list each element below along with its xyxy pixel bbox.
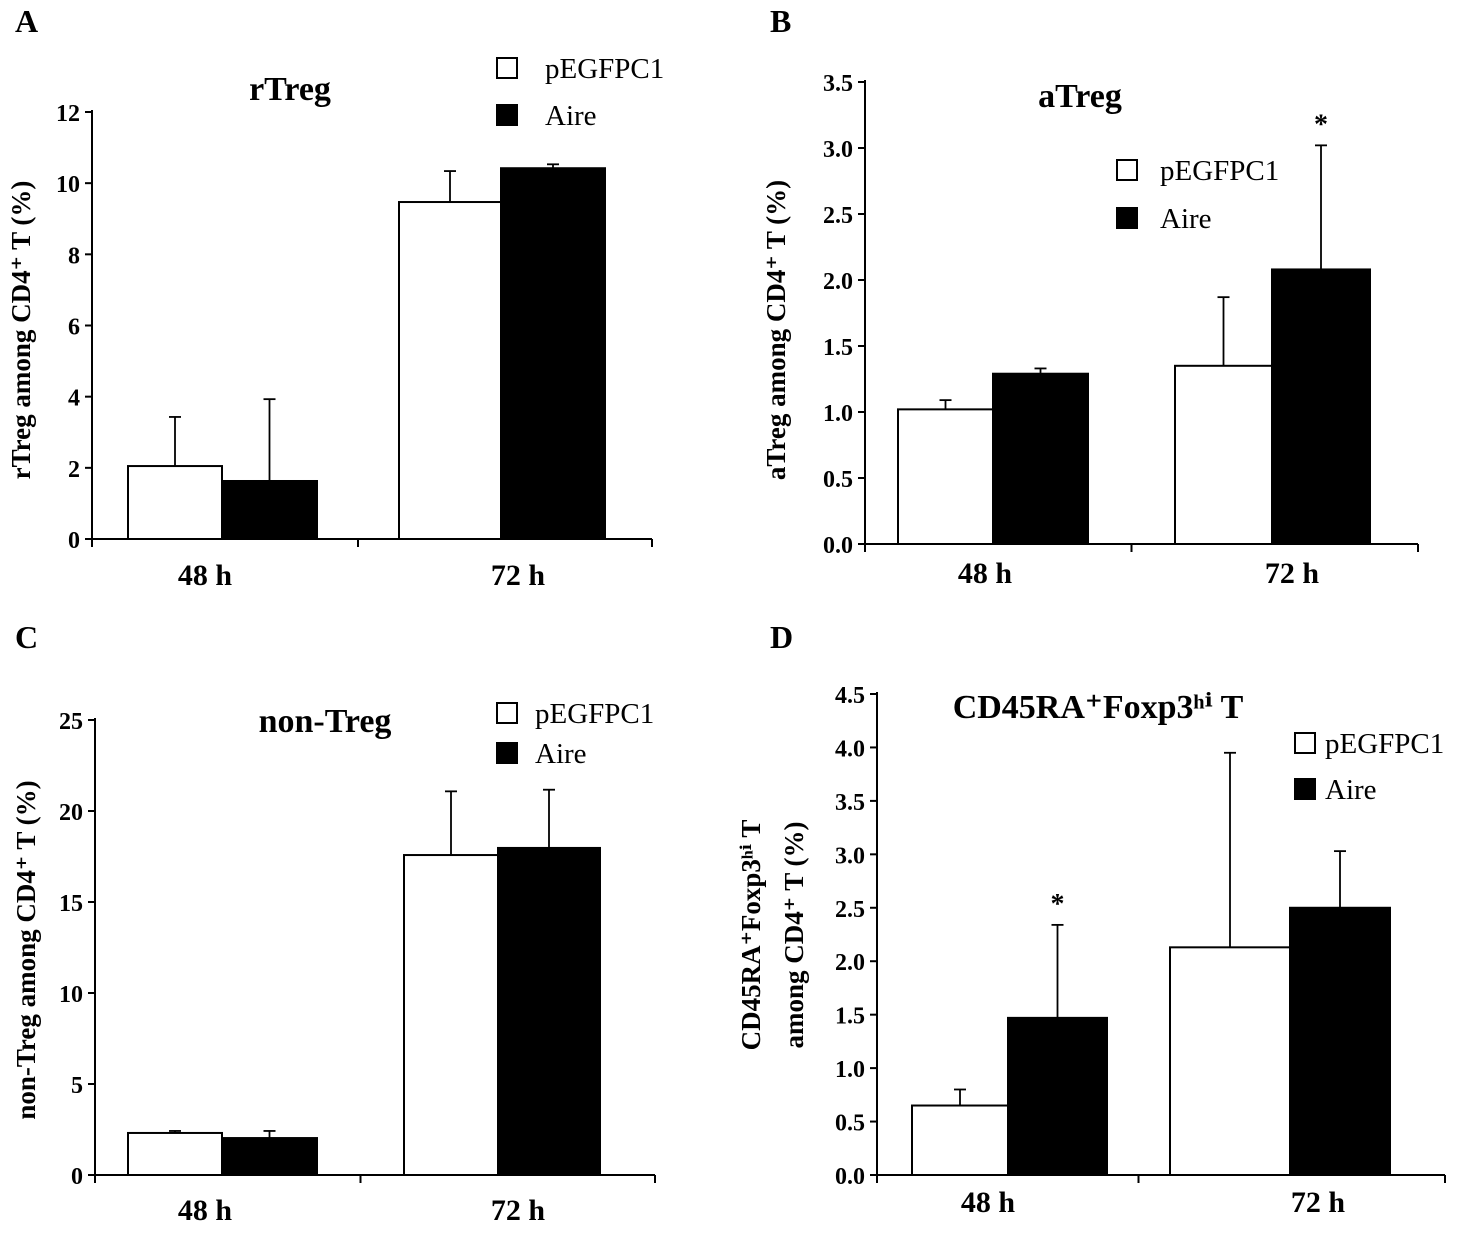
legend-swatch-aire bbox=[496, 742, 518, 764]
panel-letter: A bbox=[15, 3, 38, 39]
y-axis-label: CD45RA⁺Foxp3ʰⁱ T bbox=[736, 820, 766, 1051]
y-tick-label: 2 bbox=[68, 457, 80, 483]
x-tick-label: 72 h bbox=[1265, 557, 1320, 590]
legend-label: pEGFPC1 bbox=[545, 53, 664, 85]
bar-pegfpc1-72h bbox=[398, 201, 502, 540]
y-tick-label: 1.5 bbox=[835, 1004, 865, 1030]
y-tick-label: 0 bbox=[71, 1164, 83, 1190]
chart-title: rTreg bbox=[249, 71, 331, 108]
bar-pegfpc1-72h bbox=[1174, 364, 1273, 545]
y-axis-label-line2: among CD4⁺ T (%) bbox=[779, 821, 809, 1048]
chart-title: CD45RA⁺Foxp3ʰⁱ T bbox=[953, 689, 1244, 726]
y-tick-label: 0 bbox=[68, 528, 80, 554]
bar-pegfpc1-48h bbox=[911, 1104, 1009, 1176]
y-tick-label: 12 bbox=[56, 101, 80, 127]
bar-aire-72h bbox=[500, 167, 606, 540]
panel-c: C 0 5 10 15 20 25 non-Treg among CD4⁺ T (%) non-… bbox=[11, 619, 656, 1227]
bar-aire-72h bbox=[497, 846, 601, 1176]
y-tick-label: 0.0 bbox=[835, 1164, 865, 1190]
chart-title: non-Treg bbox=[259, 703, 392, 740]
legend-swatch-pegfpc1 bbox=[496, 702, 518, 724]
bar-aire-48h bbox=[1007, 1016, 1108, 1177]
y-tick-label: 2.0 bbox=[835, 950, 865, 976]
y-tick-label: 0.5 bbox=[823, 467, 853, 493]
x-tick-label: 48 h bbox=[961, 1186, 1016, 1219]
panel-letter: B bbox=[770, 3, 791, 39]
x-tick-label: 48 h bbox=[178, 559, 233, 592]
y-tick-label: 3.5 bbox=[835, 790, 865, 816]
legend-swatch-pegfpc1 bbox=[496, 57, 518, 79]
panel-b: B 0.0 0.5 1.0 1.5 2.0 2.5 3.0 3.5 aTreg among CD4… bbox=[761, 3, 1419, 590]
y-axis-label: aTreg among CD4⁺ T (%) bbox=[761, 180, 791, 480]
legend-swatch-pegfpc1 bbox=[1116, 159, 1138, 181]
x-tick-label: 48 h bbox=[958, 557, 1013, 590]
bar-pegfpc1-48h bbox=[127, 1131, 223, 1177]
panel-d: D 0.0 0.5 1.0 1.5 2.0 2.5 3.0 3.5 4.0 4.5 CD45RA⁺Fo… bbox=[736, 619, 1446, 1219]
y-axis-label: rTreg among CD4⁺ T (%) bbox=[6, 181, 36, 480]
legend-swatch-pegfpc1 bbox=[1294, 732, 1316, 754]
panel-a: A 0 2 4 6 8 10 12 rTreg among CD4⁺ T (%) rTreg 48 … bbox=[6, 3, 664, 592]
y-tick-label: 3.0 bbox=[835, 843, 865, 869]
legend-label: pEGFPC1 bbox=[535, 698, 654, 730]
bar-pegfpc1-48h bbox=[897, 408, 994, 545]
y-tick-label: 10 bbox=[59, 982, 83, 1008]
significance-marker: * bbox=[1051, 889, 1065, 920]
bar-aire-48h bbox=[992, 372, 1089, 545]
legend-swatch-aire bbox=[496, 104, 518, 126]
y-tick-label: 2.0 bbox=[823, 269, 853, 295]
y-tick-label: 15 bbox=[59, 891, 83, 917]
y-tick-label: 0.0 bbox=[823, 533, 853, 559]
legend-label: pEGFPC1 bbox=[1325, 728, 1444, 760]
y-tick-label: 10 bbox=[56, 172, 80, 198]
bar-aire-72h bbox=[1271, 268, 1371, 545]
y-tick-label: 25 bbox=[59, 709, 83, 735]
legend-label: Aire bbox=[1325, 774, 1377, 806]
significance-marker: * bbox=[1314, 109, 1328, 140]
y-axis-label: non-Treg among CD4⁺ T (%) bbox=[11, 780, 41, 1119]
y-tick-label: 3.5 bbox=[823, 71, 853, 97]
y-tick-label: 8 bbox=[68, 243, 80, 269]
y-tick-label: 2.5 bbox=[823, 203, 853, 229]
bar-aire-48h bbox=[221, 479, 318, 541]
bar-pegfpc1-72h bbox=[1169, 946, 1291, 1176]
legend-label: Aire bbox=[545, 100, 597, 132]
y-tick-label: 2.5 bbox=[835, 897, 865, 923]
legend-swatch-aire bbox=[1116, 207, 1138, 229]
bar-aire-72h bbox=[1289, 906, 1391, 1176]
legend-label: Aire bbox=[535, 738, 587, 770]
chart-title: aTreg bbox=[1038, 78, 1122, 115]
y-tick-label: 3.0 bbox=[823, 137, 853, 163]
y-tick-label: 1.5 bbox=[823, 335, 853, 361]
legend-label: pEGFPC1 bbox=[1160, 155, 1279, 187]
y-tick-label: 1.0 bbox=[835, 1057, 865, 1083]
y-tick-label: 4.5 bbox=[835, 683, 865, 709]
legend-swatch-aire bbox=[1294, 778, 1316, 800]
panel-letter: C bbox=[15, 619, 38, 655]
x-tick-label: 72 h bbox=[1291, 1186, 1346, 1219]
x-tick-label: 48 h bbox=[178, 1194, 233, 1227]
bar-pegfpc1-48h bbox=[127, 465, 223, 540]
y-tick-label: 4.0 bbox=[835, 736, 865, 762]
bar-pegfpc1-72h bbox=[403, 854, 499, 1176]
y-tick-label: 1.0 bbox=[823, 401, 853, 427]
x-tick-label: 72 h bbox=[491, 559, 546, 592]
panel-letter: D bbox=[770, 619, 793, 655]
x-tick-label: 72 h bbox=[491, 1194, 546, 1227]
y-tick-label: 6 bbox=[68, 315, 80, 341]
bar-aire-48h bbox=[221, 1137, 318, 1176]
y-tick-label: 4 bbox=[68, 386, 80, 412]
y-tick-label: 0.5 bbox=[835, 1111, 865, 1137]
legend-label: Aire bbox=[1160, 203, 1212, 235]
y-tick-label: 20 bbox=[59, 800, 83, 826]
y-tick-label: 5 bbox=[71, 1073, 83, 1099]
